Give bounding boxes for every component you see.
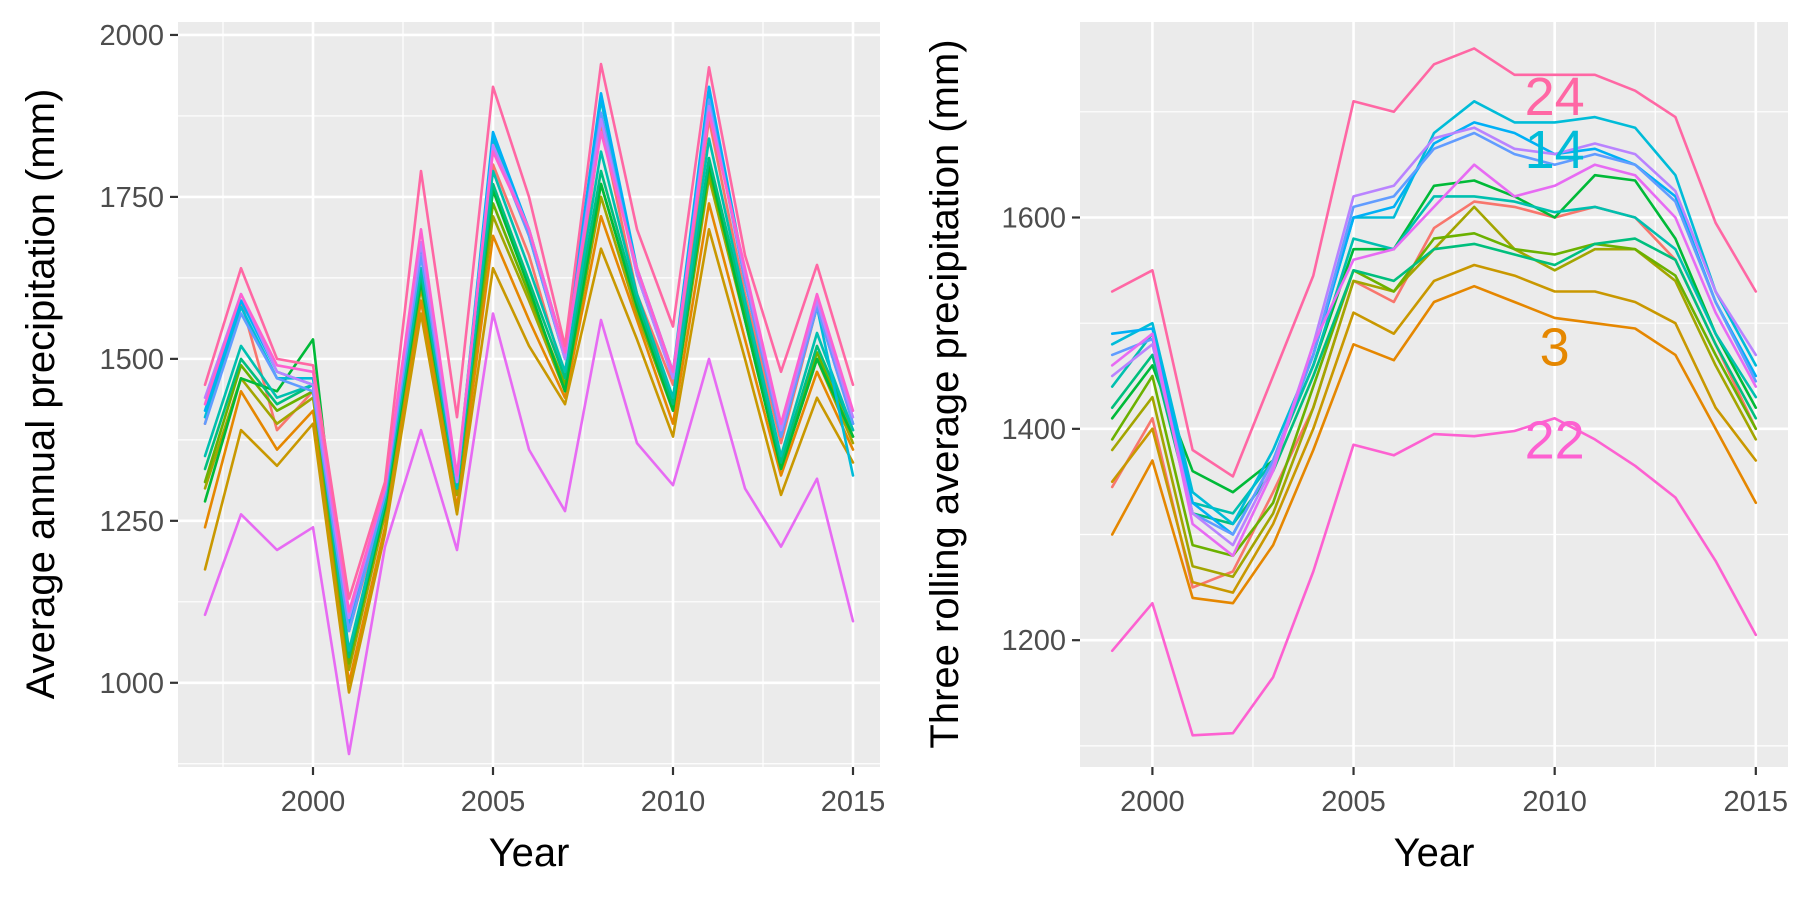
- left-plot-series: [203, 62, 855, 756]
- right-plot-grid: [1080, 22, 1788, 767]
- right-series-line-2: [1110, 284, 1758, 605]
- right-y-tick-label: 1400: [1001, 414, 1066, 446]
- left-plot: 2000 2005 2010 2015 1000 1250 1500 1750 2000 Yea…: [19, 20, 885, 875]
- right-series-annotation: 3: [1540, 317, 1570, 377]
- right-series-line-13: [1110, 163, 1758, 558]
- right-series-line-3: [1110, 263, 1758, 594]
- right-series-annotation: 14: [1525, 120, 1585, 180]
- right-series-line-8: [1110, 195, 1758, 515]
- right-y-tick-label: 1600: [1001, 202, 1066, 234]
- right-series-annotation: 24: [1525, 67, 1585, 127]
- left-x-tick-label: 2015: [821, 786, 886, 818]
- left-series-line-15: [203, 62, 855, 600]
- right-x-tick-label: 2005: [1321, 786, 1386, 818]
- right-x-tick-label: 2010: [1522, 786, 1587, 818]
- left-series-line-3: [203, 228, 855, 694]
- left-y-tick-label: 1750: [99, 182, 164, 214]
- left-y-tick-label: 1250: [99, 506, 164, 538]
- right-y-tick-label: 1200: [1001, 625, 1066, 657]
- left-x-axis-title: Year: [489, 831, 570, 875]
- right-series-line-6: [1110, 173, 1758, 494]
- left-x-tick-label: 2010: [641, 786, 706, 818]
- right-plot-axes: 2000 2005 2010 2015 1200 1400 1600: [1001, 202, 1788, 818]
- right-series-line-14: [1110, 416, 1758, 737]
- left-y-tick-label: 2000: [99, 20, 164, 52]
- right-x-axis-title: Year: [1394, 831, 1475, 875]
- left-series-line-6: [203, 163, 855, 659]
- right-series-line-1: [1110, 200, 1758, 589]
- right-plot-panel: [1080, 22, 1788, 767]
- right-series-line-11: [1110, 131, 1758, 536]
- right-y-axis-title: Three rolling average precipitation (mm): [923, 39, 967, 748]
- left-y-tick-label: 1500: [99, 344, 164, 376]
- right-x-tick-label: 2015: [1724, 786, 1789, 818]
- left-series-line-13: [203, 312, 855, 756]
- right-x-tick-label: 2000: [1120, 786, 1185, 818]
- right-series-annotation: 22: [1525, 410, 1585, 470]
- right-series-line-9: [1110, 100, 1758, 526]
- left-y-tick-label: 1000: [99, 668, 164, 700]
- right-series-line-7: [1110, 237, 1758, 526]
- right-series-line-5: [1110, 232, 1758, 558]
- right-series-line-12: [1110, 126, 1758, 547]
- left-x-tick-label: 2005: [461, 786, 526, 818]
- left-series-line-2: [203, 202, 855, 685]
- left-x-tick-label: 2000: [281, 786, 346, 818]
- left-y-axis-title: Average annual precipitation (mm): [19, 89, 63, 700]
- right-plot-series: [1110, 47, 1758, 737]
- right-series-line-15: [1110, 47, 1758, 478]
- left-plot-axes: 2000 2005 2010 2015 1000 1250 1500 1750 2000: [99, 20, 885, 818]
